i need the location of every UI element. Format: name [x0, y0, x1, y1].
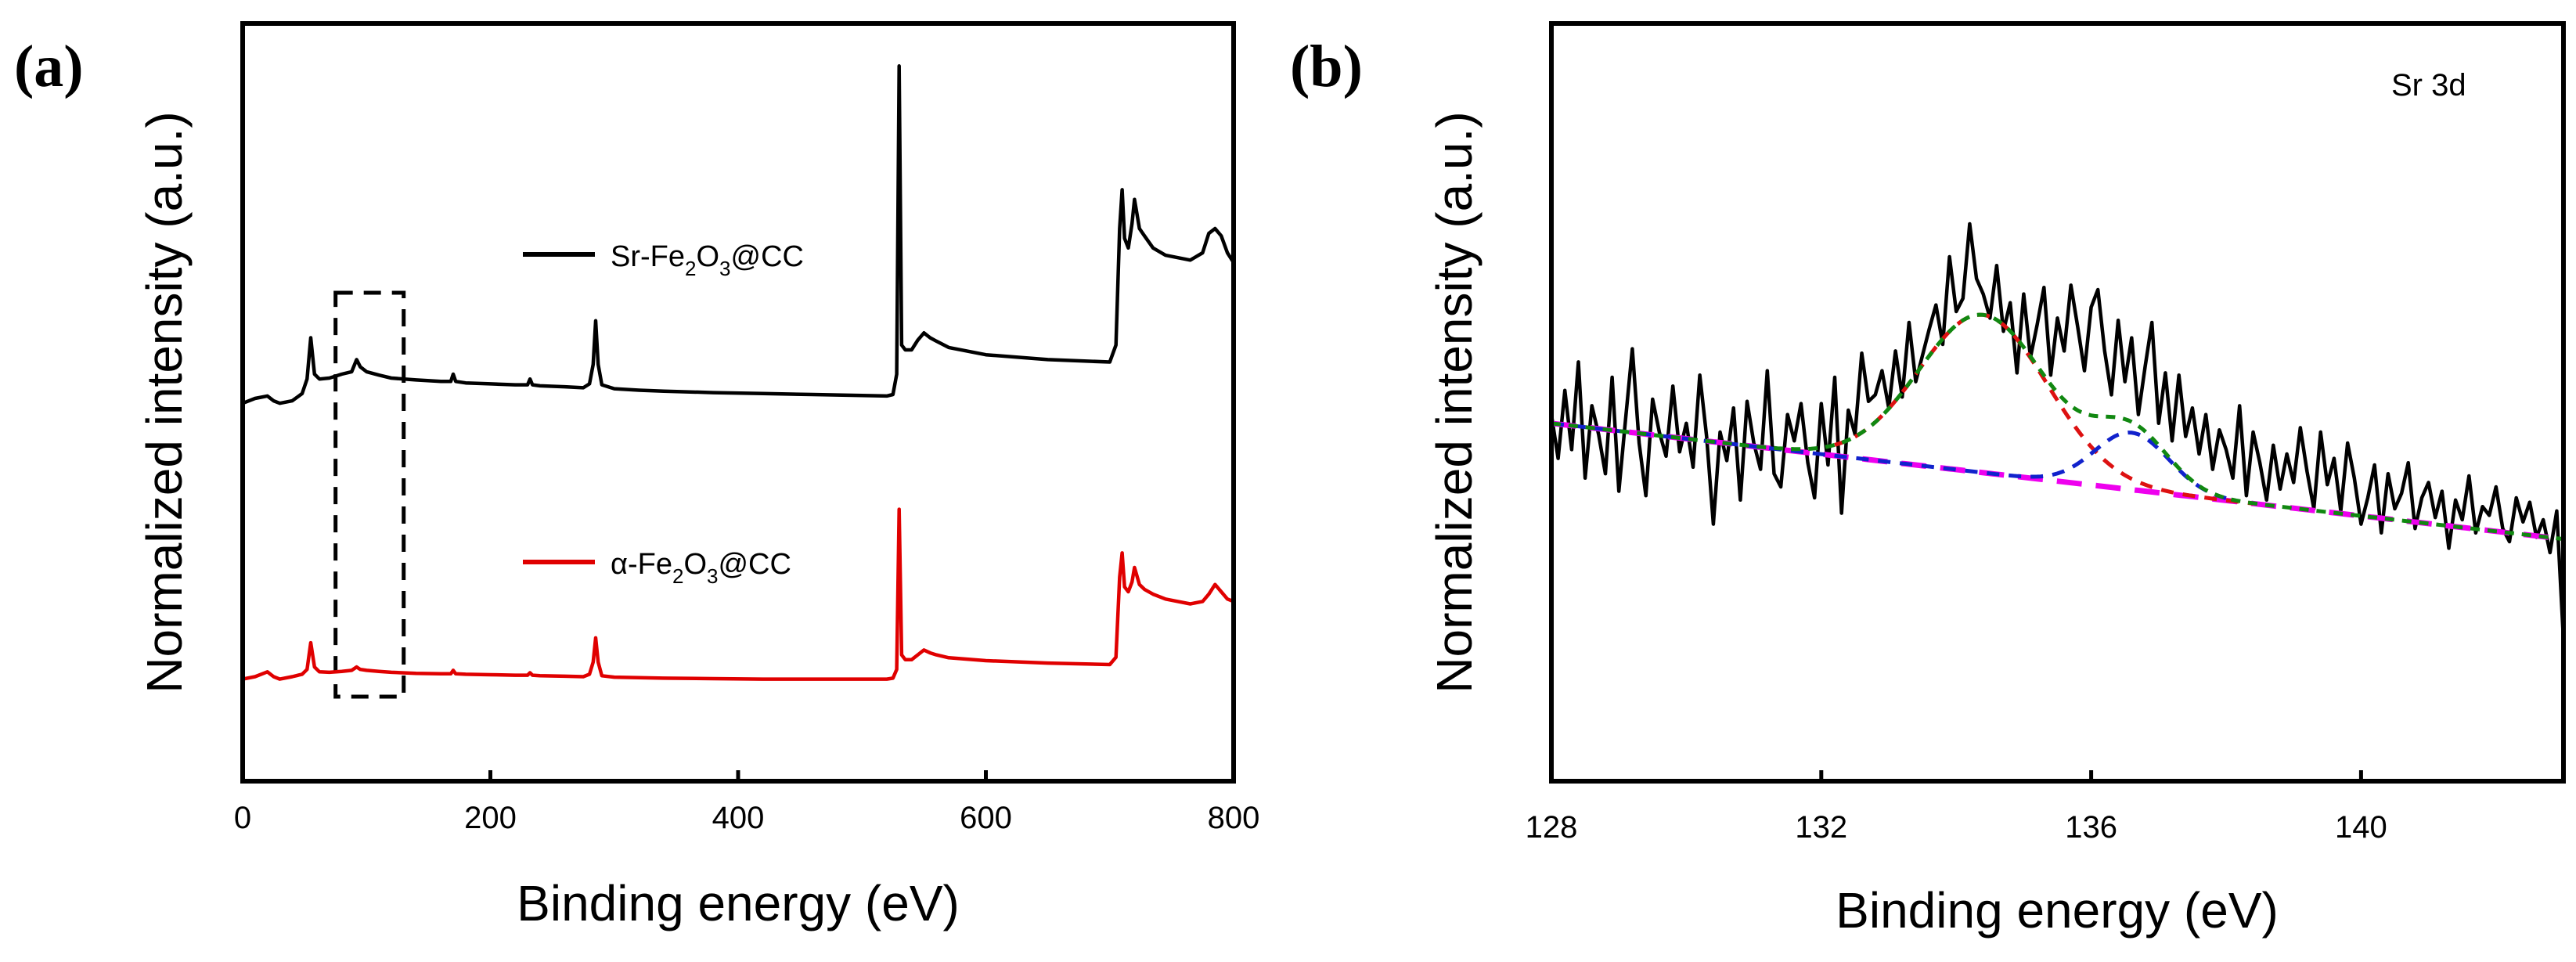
panel-a: (a) Sr-Fe2O3@CC α-Fe2O3@CC 0 200 400 600 800… [14, 21, 1260, 931]
x-tick-label-a: 600 [960, 801, 1012, 835]
x-axis-title-b: Binding energy (eV) [1836, 882, 2279, 939]
plot-frame-b [1549, 21, 2566, 784]
y-axis-title-a: Normalized intensity (a.u.) [136, 111, 193, 693]
x-tick-label-b: 140 [2335, 810, 2387, 845]
legend-part: 2 [685, 257, 696, 280]
plot-frame-a [240, 21, 1236, 784]
panel-a-label: (a) [14, 34, 84, 99]
survey-curve-sr-fe2o3 [242, 64, 1235, 405]
x-tick-label-b: 128 [1526, 810, 1578, 845]
survey-curve-alpha-fe2o3 [242, 507, 1234, 681]
x-tick-label-a: 0 [234, 801, 251, 835]
x-axis-title-a: Binding energy (eV) [517, 875, 960, 931]
raw-spectrum-curve [1549, 222, 2566, 641]
x-tick-label-a: 200 [464, 801, 517, 835]
legend-part: Sr-Fe [611, 240, 685, 273]
legend-part: O [683, 548, 707, 581]
panel-b-label: (b) [1290, 34, 1363, 99]
sr3d-highlight-box [333, 290, 406, 699]
legend-part: α-Fe [611, 548, 672, 581]
x-tick-label-a: 800 [1208, 801, 1260, 835]
x-ticks-b: 128 132 136 140 [1526, 770, 2387, 845]
panel-b: (b) Sr 3d 128 132 136 140 Binding energy (e… [1290, 21, 2566, 939]
legend-label-alpha-fe2o3: α-Fe2O3@CC [611, 548, 791, 588]
legend-part: 3 [707, 564, 718, 588]
y-axis-title-b: Normalized intensity (a.u.) [1426, 111, 1483, 693]
legend-part: 2 [672, 564, 683, 588]
x-tick-label-b: 132 [1795, 810, 1847, 845]
legend-label-sr-fe2o3: Sr-Fe2O3@CC [611, 240, 804, 280]
legend-part: O [696, 240, 719, 273]
background-fit-curve [1551, 420, 2564, 542]
legend-part: 3 [719, 257, 730, 280]
sr3d32-fit-curve [1551, 421, 2227, 500]
x-ticks-a: 0 200 400 600 800 [234, 770, 1260, 835]
legend-part: @CC [731, 240, 804, 273]
legend-part: @CC [718, 548, 791, 581]
sr3d-annotation: Sr 3d [2391, 68, 2466, 103]
x-tick-label-b: 136 [2065, 810, 2117, 845]
x-tick-label-a: 400 [712, 801, 765, 835]
sr3d52-fit-curve [1834, 312, 2254, 506]
